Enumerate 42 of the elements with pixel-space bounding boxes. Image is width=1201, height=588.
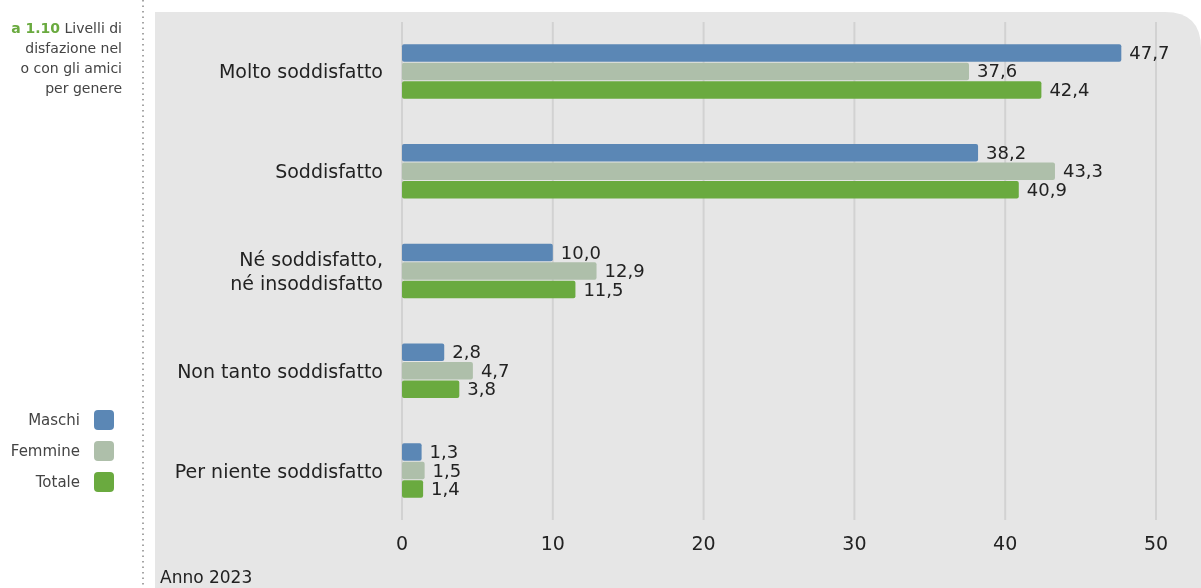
bar — [402, 143, 979, 162]
bar — [402, 343, 445, 362]
x-tick-label: 0 — [395, 532, 409, 554]
y-tick-label: Molto soddisfatto — [218, 60, 383, 83]
data-label: 2,8 — [452, 341, 481, 363]
data-label: 37,6 — [977, 60, 1018, 82]
data-label: 47,7 — [1129, 41, 1170, 63]
legend-label: Femmine — [10, 442, 80, 460]
bar — [402, 81, 1042, 99]
y-tick-label: Soddisfatto — [275, 160, 383, 183]
bar — [402, 461, 425, 480]
data-label: 4,7 — [480, 359, 510, 381]
x-tick-label: 30 — [842, 532, 867, 554]
y-tick-label: Per niente soddisfatto — [174, 459, 383, 482]
data-label: 1,4 — [431, 478, 460, 500]
bar — [402, 162, 1055, 180]
y-tick-label: Né soddisfatto, né insoddisfatto — [230, 248, 383, 294]
bar — [402, 443, 422, 461]
bar — [402, 243, 553, 262]
x-tick-label: 40 — [993, 532, 1018, 554]
data-label: 42,4 — [1049, 78, 1090, 100]
x-tick-label: 10 — [540, 532, 565, 554]
legend-label: Totale — [34, 473, 80, 491]
bar — [402, 280, 576, 299]
text: a 1.10 Livelli di disfazione nel o con gli amici per genere — [11, 20, 122, 96]
data-label: 3,8 — [467, 378, 496, 400]
data-label: 12,9 — [604, 260, 645, 281]
bar — [402, 262, 597, 280]
data-label: 38,2 — [986, 141, 1027, 163]
bar — [402, 362, 473, 380]
y-tick-label: Non tanto soddisfatto — [177, 359, 383, 382]
x-tick-label: 50 — [1143, 532, 1169, 554]
bar — [402, 44, 1122, 62]
bar — [402, 62, 970, 81]
bar — [402, 480, 424, 498]
text: Anno 2023 — [160, 567, 253, 587]
data-label: 11,5 — [583, 278, 624, 300]
bar — [402, 380, 460, 399]
bar — [402, 180, 1019, 199]
legend-label: Maschi — [28, 411, 80, 429]
x-tick-label: 20 — [691, 532, 716, 554]
data-label: 10,0 — [560, 241, 601, 263]
